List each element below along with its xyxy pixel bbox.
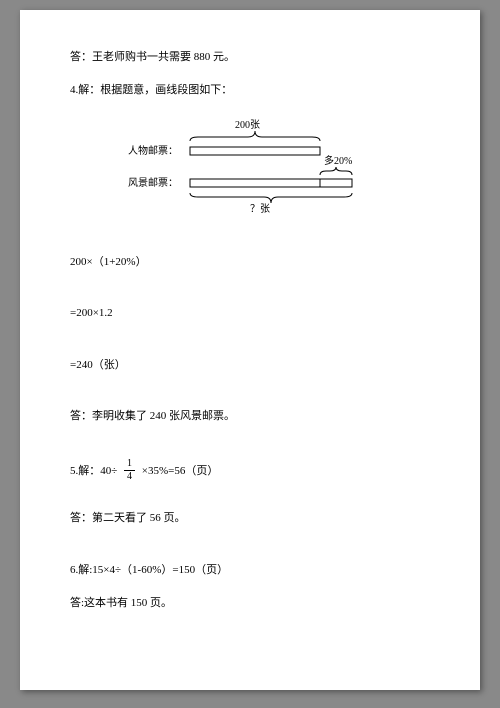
- bar-people-stamps: [190, 147, 320, 155]
- calc-step-3: =240（张）: [70, 358, 430, 373]
- problem-6-line: 6.解:15×4÷（1-60%）=150（页）: [70, 563, 430, 578]
- fraction-denominator: 4: [124, 471, 135, 482]
- calc-step-1: 200×（1+20%）: [70, 255, 430, 270]
- fraction-1-4: 1 4: [124, 459, 135, 482]
- p5-text-b: ×35%=56（页）: [142, 465, 219, 477]
- diagram-label-scenery: 风景邮票：: [128, 177, 178, 191]
- segment-diagram: 200张 人物邮票： 风景邮票： 多20% ？张: [70, 117, 430, 227]
- bar-scenery-extra: [320, 179, 352, 187]
- bottom-brace: [190, 193, 352, 203]
- calc-step-2: =200×1.2: [70, 306, 430, 321]
- diagram-extra-label: 多20%: [324, 155, 352, 169]
- diagram-label-people: 人物邮票：: [128, 145, 178, 159]
- problem-4-intro: 4.解：根据题意，画线段图如下：: [70, 83, 430, 98]
- answer-line-5: 答：第二天看了 56 页。: [70, 511, 430, 526]
- p5-text-a: 5.解：40÷: [70, 465, 117, 477]
- diagram-top-label: 200张: [235, 119, 260, 133]
- fraction-numerator: 1: [124, 459, 135, 471]
- problem-5-line: 5.解：40÷ 1 4 ×35%=56（页）: [70, 460, 430, 483]
- answer-line-1: 答：王老师购书一共需要 880 元。: [70, 50, 430, 65]
- answer-line-6: 答:这本书有 150 页。: [70, 596, 430, 611]
- answer-line-4: 答：李明收集了 240 张风景邮票。: [70, 409, 430, 424]
- bar-scenery-stamps: [190, 179, 320, 187]
- diagram-bottom-label: ？张: [250, 203, 270, 217]
- document-page: 答：王老师购书一共需要 880 元。 4.解：根据题意，画线段图如下： 200张…: [20, 10, 480, 690]
